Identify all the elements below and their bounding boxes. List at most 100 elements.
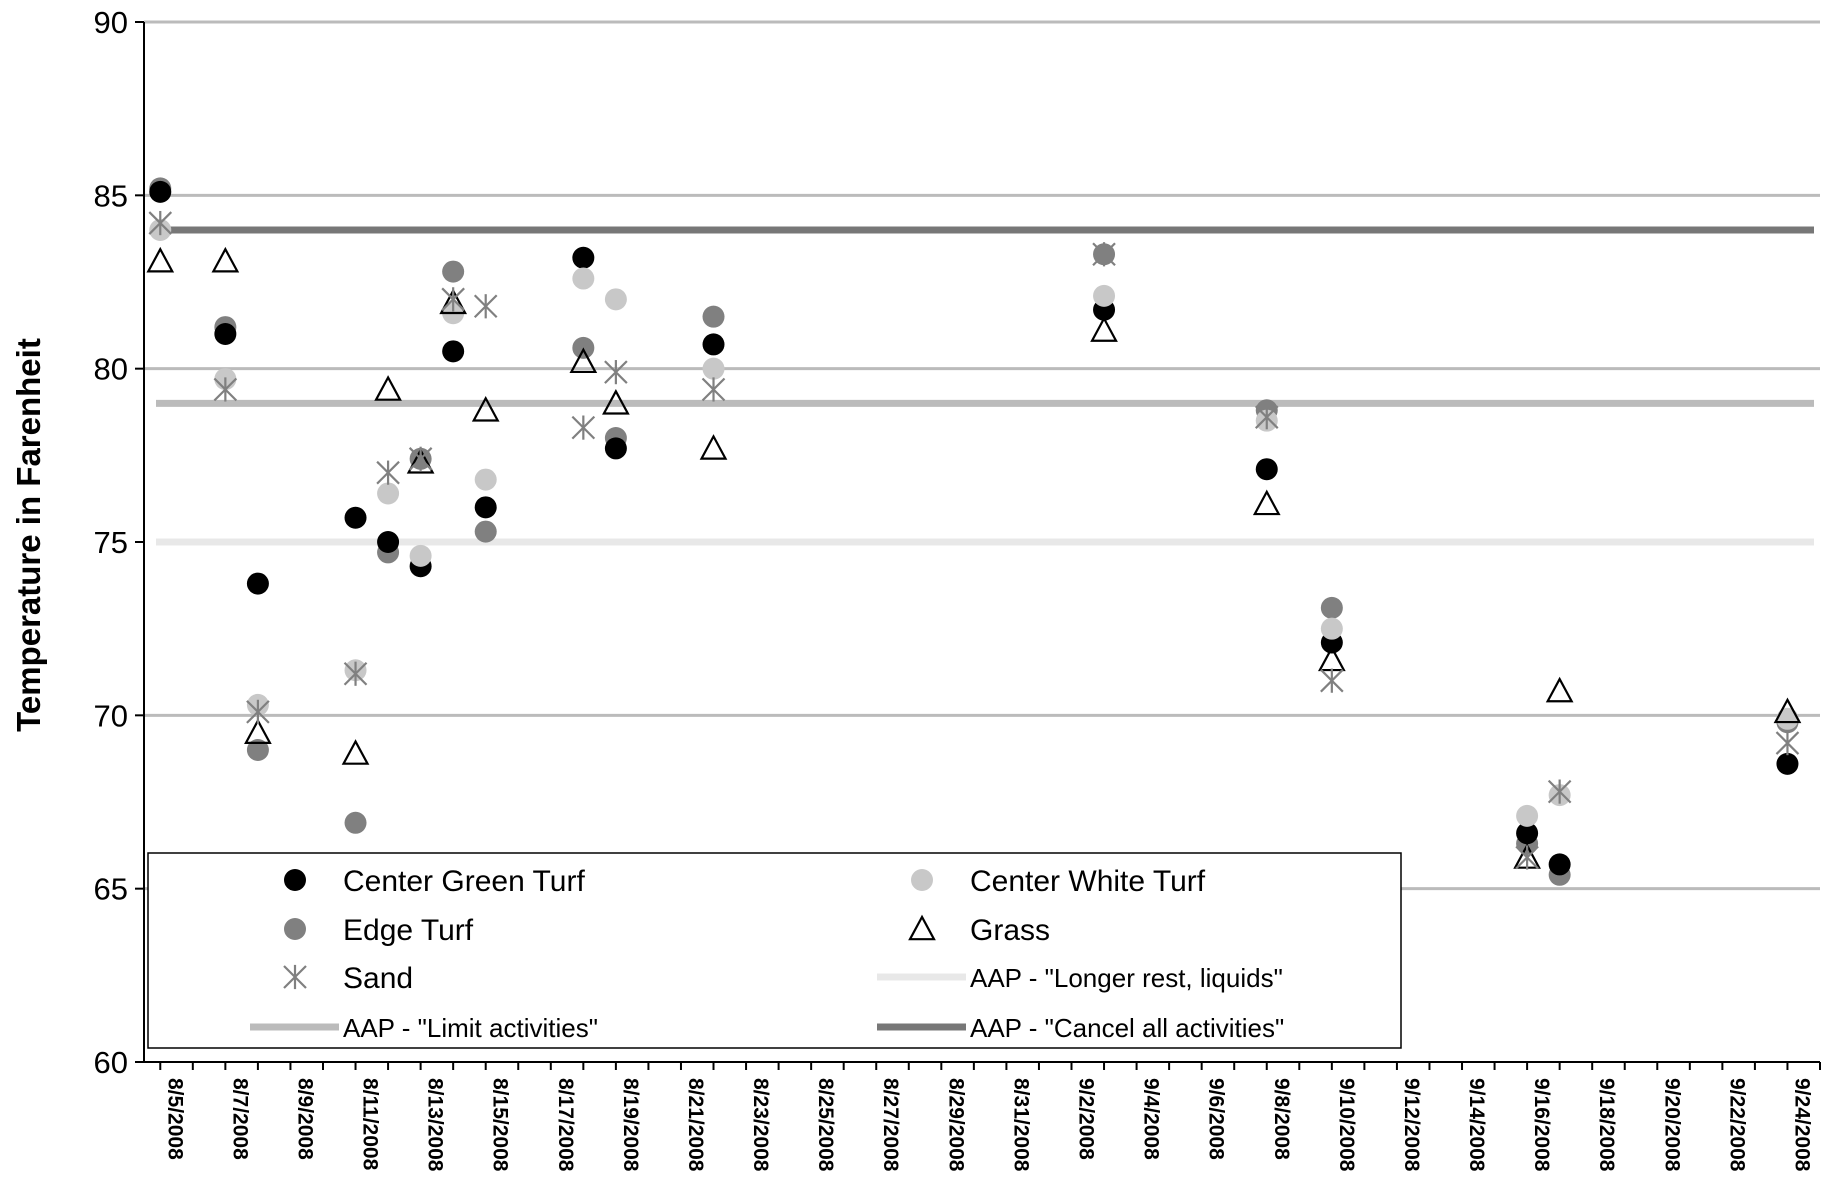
data-point (146, 246, 175, 273)
data-point (343, 661, 368, 686)
data-point (409, 544, 432, 567)
data-point (602, 389, 630, 415)
data-point (376, 460, 400, 485)
legend-item: Grass (908, 914, 1050, 947)
data-point (1090, 316, 1118, 342)
data-point (1092, 242, 1116, 267)
data-point (246, 699, 270, 724)
data-point (1516, 804, 1539, 827)
data-point (1548, 853, 1571, 876)
legend-item: AAP - "Longer rest, liquids" (877, 963, 1283, 993)
data-point (442, 340, 465, 363)
data-point (442, 260, 465, 283)
data-point (439, 288, 468, 315)
x-tick-label: 9/16/2008 (1530, 1078, 1553, 1172)
data-point (701, 377, 726, 402)
data-point (377, 482, 400, 505)
axes: 60 65 70 75 80 85 90 8/5/2008 8/7/2008 8/9/2008 8/… (94, 5, 1821, 1172)
data-point (246, 739, 269, 761)
data-point (1252, 489, 1281, 516)
data-point (473, 294, 498, 319)
data-point (1320, 617, 1343, 640)
legend-label: Sand (343, 962, 413, 995)
x-tick-label: 9/22/2008 (1725, 1078, 1748, 1172)
data-point (1255, 458, 1278, 481)
data-point (374, 375, 402, 401)
series-center-green-turf (149, 180, 1799, 876)
x-tick-label: 8/17/2008 (554, 1078, 577, 1172)
data-point (474, 520, 497, 543)
x-tick-label: 9/20/2008 (1660, 1078, 1683, 1172)
legend-box (147, 852, 1402, 1049)
data-point (341, 739, 370, 765)
series-grass (146, 246, 1802, 869)
data-point (148, 210, 173, 236)
series-center-white-turf (149, 219, 1799, 827)
data-point (702, 305, 725, 328)
legend-label: Center White Turf (970, 865, 1206, 898)
data-point (1775, 730, 1800, 756)
x-tick-label: 9/4/2008 (1140, 1078, 1163, 1160)
data-point (471, 395, 500, 422)
legend-symbol (284, 918, 306, 940)
x-tick-label: 9/12/2008 (1400, 1078, 1423, 1172)
data-point (569, 347, 598, 374)
y-tick-label: 65 (94, 872, 128, 907)
legend-item: Edge Turf (284, 914, 474, 947)
data-point (214, 323, 237, 345)
data-point (572, 246, 595, 269)
data-point (1320, 596, 1343, 619)
x-tick-label: 8/31/2008 (1009, 1078, 1032, 1172)
x-tick-label: 8/19/2008 (619, 1078, 642, 1172)
y-tick-label: 60 (94, 1045, 128, 1080)
legend: Center Green Turf Center White Turf Edge T… (147, 852, 1402, 1049)
legend-label: AAP - "Longer rest, liquids" (970, 963, 1283, 993)
x-tick-label: 8/9/2008 (293, 1078, 316, 1160)
legend-label: Grass (970, 914, 1050, 947)
data-point (1773, 697, 1802, 724)
legend-symbol (911, 869, 933, 891)
reference-lines (156, 226, 1814, 546)
y-tick-label: 70 (94, 698, 128, 733)
x-tick-label: 8/5/2008 (163, 1078, 186, 1160)
x-tick-label: 8/21/2008 (684, 1078, 707, 1172)
x-tick-label: 9/24/2008 (1790, 1078, 1813, 1172)
x-tick-label: 9/18/2008 (1595, 1078, 1618, 1172)
legend-label: Edge Turf (343, 914, 474, 947)
legend-item: Center Green Turf (284, 865, 585, 898)
x-tick-label: 9/8/2008 (1270, 1078, 1293, 1160)
data-point (377, 531, 400, 553)
data-point (474, 468, 497, 491)
data-point (474, 496, 497, 519)
data-point (1547, 779, 1572, 804)
legend-symbol (283, 964, 307, 990)
y-tick-label: 75 (94, 525, 128, 560)
data-point (1545, 676, 1574, 703)
data-point (246, 572, 269, 595)
legend-item: AAP - "Limit activities" (250, 1013, 598, 1043)
x-tick-label: 9/10/2008 (1335, 1078, 1358, 1172)
x-tick-label: 8/11/2008 (359, 1078, 382, 1171)
data-point (1320, 668, 1344, 693)
data-point (1093, 284, 1116, 307)
data-point (1515, 845, 1539, 870)
legend-label: Center Green Turf (343, 865, 585, 898)
x-tick-label: 8/27/2008 (879, 1078, 902, 1172)
data-point (211, 246, 240, 273)
y-tick-label: 85 (94, 178, 128, 213)
data-point (344, 811, 367, 834)
data-point (244, 718, 272, 744)
data-points (146, 177, 1802, 886)
data-point (406, 447, 435, 474)
y-tick-label: 90 (94, 5, 128, 40)
legend-label: AAP - "Cancel all activities" (970, 1013, 1284, 1043)
data-point (1776, 752, 1799, 775)
data-point (572, 267, 595, 290)
series-edge-turf (149, 177, 1799, 886)
gridlines (144, 20, 1820, 891)
x-tick-label: 8/23/2008 (749, 1078, 772, 1172)
data-point (604, 288, 627, 311)
data-point (702, 333, 725, 356)
legend-item: Sand (283, 962, 413, 995)
y-axis-label: Temperature in Farenheit (10, 338, 47, 732)
